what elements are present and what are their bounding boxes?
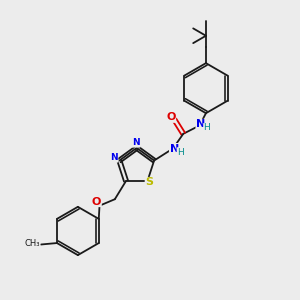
Text: CH₃: CH₃	[25, 239, 40, 248]
Text: H: H	[177, 148, 184, 157]
Text: H: H	[203, 123, 210, 132]
Text: S: S	[145, 177, 153, 188]
Text: N: N	[196, 119, 205, 129]
Text: N: N	[169, 143, 179, 154]
Text: N: N	[132, 138, 140, 147]
Text: N: N	[110, 153, 118, 162]
Text: O: O	[166, 112, 176, 122]
Text: O: O	[92, 196, 101, 207]
